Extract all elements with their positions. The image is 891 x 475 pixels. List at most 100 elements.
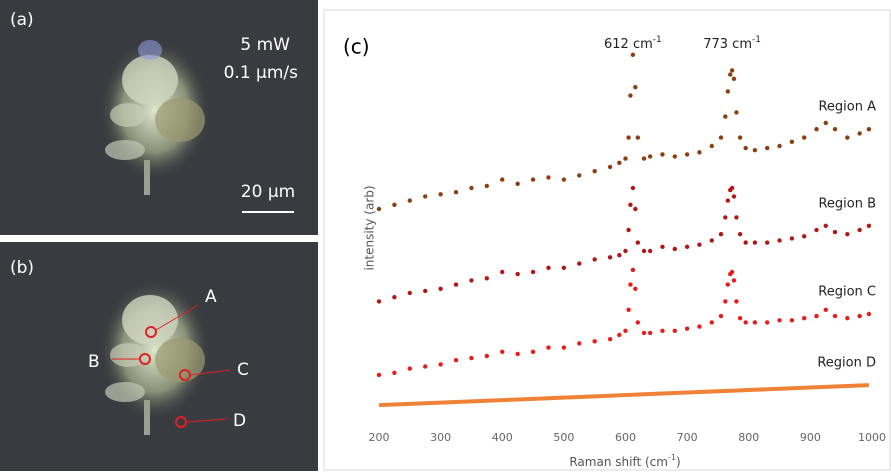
- data-point: [731, 76, 737, 82]
- data-point: [630, 185, 636, 191]
- data-point: [515, 351, 520, 357]
- series-line: [378, 383, 870, 408]
- data-point: [718, 135, 724, 140]
- power-label: 5 mW: [240, 35, 290, 55]
- data-point: [857, 131, 862, 136]
- data-point: [635, 135, 641, 140]
- data-point: [546, 265, 551, 270]
- data-point: [484, 353, 490, 359]
- data-point: [777, 238, 782, 243]
- data-point: [633, 206, 638, 212]
- data-point: [814, 127, 819, 132]
- peak-annotation: 612 cm-1: [604, 35, 662, 52]
- point-label: B: [88, 352, 100, 372]
- peak-annotation: 773 cm-1: [703, 35, 761, 52]
- data-point: [407, 366, 413, 371]
- data-point: [743, 240, 748, 245]
- series-label: Region A: [818, 100, 876, 115]
- data-point: [630, 267, 636, 273]
- data-point: [729, 269, 735, 275]
- data-point: [577, 261, 582, 266]
- data-point: [641, 248, 647, 254]
- x-tick-label: 800: [738, 431, 759, 444]
- x-axis-label-text: ): [676, 455, 681, 469]
- data-point: [641, 156, 647, 161]
- data-point: [647, 154, 653, 159]
- point-label: A: [205, 287, 217, 307]
- series-label: Region D: [817, 356, 876, 371]
- data-point: [845, 232, 850, 237]
- data-point: [623, 328, 628, 333]
- data-point: [469, 278, 474, 283]
- data-point: [626, 227, 631, 233]
- x-tick-label: 200: [369, 431, 390, 444]
- data-point: [530, 349, 536, 354]
- data-point: [438, 286, 443, 291]
- data-point: [823, 223, 828, 228]
- data-point: [672, 154, 677, 159]
- data-point: [660, 152, 665, 157]
- data-point: [684, 152, 690, 157]
- data-point: [577, 173, 582, 178]
- x-axis-label-text: Raman shift (cm: [569, 455, 668, 469]
- data-point: [845, 316, 850, 321]
- data-point: [725, 89, 730, 94]
- data-point: [635, 240, 641, 245]
- data-point: [765, 320, 770, 325]
- data-point: [737, 316, 743, 321]
- annotation-text: 773 cm: [703, 37, 752, 52]
- data-point: [469, 185, 474, 191]
- data-point: [731, 194, 737, 199]
- data-point: [709, 143, 714, 149]
- data-point: [672, 328, 677, 333]
- data-point: [752, 240, 758, 245]
- data-point: [734, 215, 739, 220]
- data-point: [376, 206, 382, 212]
- data-point: [607, 255, 613, 260]
- x-tick-label: 400: [492, 431, 513, 444]
- data-point: [628, 282, 633, 287]
- data-point: [617, 253, 622, 258]
- data-point: [718, 313, 724, 319]
- data-point: [734, 110, 739, 115]
- data-point: [729, 185, 735, 191]
- data-point: [561, 345, 567, 350]
- data-point: [697, 324, 702, 329]
- data-point: [577, 341, 582, 346]
- data-point: [823, 120, 828, 126]
- data-point: [607, 164, 613, 170]
- data-point: [500, 177, 505, 182]
- data-point: [684, 244, 690, 249]
- x-axis-label: Raman shift (cm-1): [569, 453, 680, 469]
- data-point: [438, 192, 443, 197]
- chart-frame: [323, 9, 891, 471]
- data-point: [866, 127, 872, 132]
- data-point: [660, 244, 665, 249]
- data-point: [453, 282, 459, 287]
- data-point: [832, 127, 838, 132]
- data-point: [823, 307, 828, 312]
- data-point: [515, 271, 520, 277]
- data-point: [866, 223, 872, 228]
- data-point: [718, 232, 724, 237]
- data-point: [626, 135, 631, 140]
- data-point: [728, 72, 733, 77]
- data-point: [731, 278, 737, 283]
- x-tick-label: 300: [430, 431, 451, 444]
- data-point: [734, 299, 739, 304]
- data-point: [546, 345, 551, 350]
- point-label: C: [237, 360, 249, 380]
- data-point: [407, 198, 413, 203]
- x-tick-label: 600: [615, 431, 636, 444]
- data-point: [743, 320, 748, 325]
- data-point: [765, 240, 770, 245]
- panel-b: (b) A B C D: [0, 242, 318, 471]
- data-point: [737, 232, 743, 237]
- data-point: [743, 145, 748, 151]
- data-point: [628, 93, 633, 98]
- data-point: [407, 290, 413, 296]
- y-axis-label: intensity (arb): [363, 185, 377, 270]
- crystal: [100, 280, 210, 435]
- data-point: [438, 362, 443, 367]
- data-point: [723, 215, 728, 220]
